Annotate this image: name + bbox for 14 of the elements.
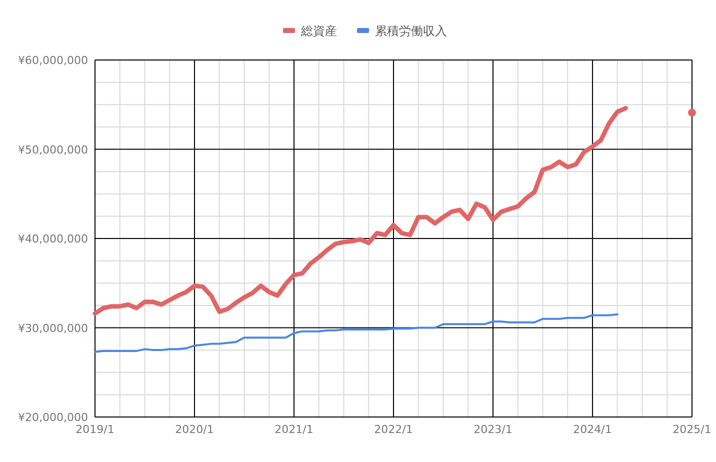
x-tick-label: 2020/1 xyxy=(175,423,214,436)
x-tick-label: 2025/1 xyxy=(672,423,712,436)
y-tick-label: ¥50,000,000 xyxy=(18,143,88,156)
x-tick-label: 2024/1 xyxy=(573,423,612,436)
x-tick-label: 2021/1 xyxy=(274,423,314,436)
y-tick-label: ¥20,000,000 xyxy=(18,411,88,424)
legend-label: 総資産 xyxy=(300,24,337,38)
x-tick-label: 2023/1 xyxy=(474,423,512,436)
y-tick-label: ¥30,000,000 xyxy=(18,322,88,335)
y-tick-label: ¥60,000,000 xyxy=(18,54,88,67)
legend-label: 累積労働収入 xyxy=(375,24,447,38)
y-tick-label: ¥40,000,000 xyxy=(18,232,88,246)
x-tick-label: 2022/1 xyxy=(374,423,413,436)
x-tick-label: 2019/1 xyxy=(76,423,114,436)
